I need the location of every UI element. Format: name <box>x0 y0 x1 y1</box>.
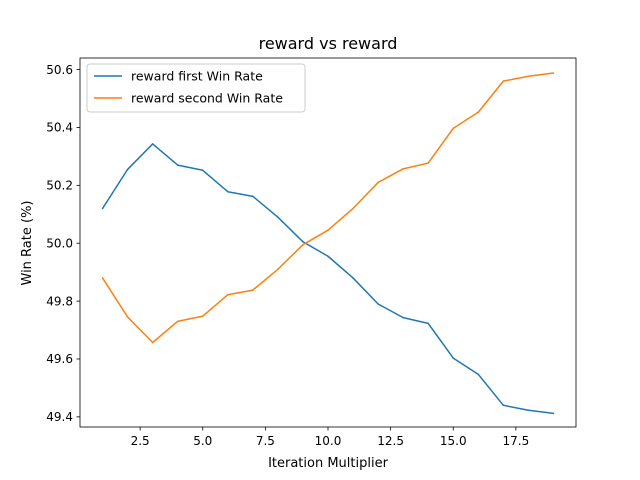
data-point <box>502 404 505 407</box>
data-point <box>452 127 455 130</box>
data-point <box>176 164 179 166</box>
data-point <box>176 320 179 323</box>
x-tick-label: 12.5 <box>377 434 404 448</box>
x-tick-label: 2.5 <box>131 434 150 448</box>
x-tick-label: 7.5 <box>256 434 275 448</box>
data-point <box>527 75 530 78</box>
data-point <box>252 289 254 291</box>
data-point <box>552 72 555 74</box>
data-point <box>377 181 379 184</box>
data-point <box>302 243 304 246</box>
x-axis-label: Iteration Multiplier <box>268 456 389 471</box>
y-tick-label: 50.2 <box>46 179 73 193</box>
legend-box <box>86 63 306 113</box>
data-point <box>477 373 480 376</box>
data-point <box>151 143 154 145</box>
data-point <box>227 190 229 193</box>
data-point <box>527 409 530 412</box>
data-point <box>352 277 354 279</box>
x-tick-label: 10.0 <box>315 434 342 448</box>
data-point <box>201 315 204 317</box>
x-tick-label: 5.0 <box>193 434 212 448</box>
legend-label: reward second Win Rate <box>131 91 283 106</box>
y-tick-label: 49.6 <box>46 352 73 366</box>
data-point <box>377 303 379 305</box>
data-point <box>402 316 404 319</box>
data-point <box>327 229 329 231</box>
y-tick-label: 50.6 <box>46 63 73 77</box>
plot-area: 2.5 5.0 7.5 10.0 12.5 15.0 17.5 49.4 49.6 49.8 50.… <box>46 57 577 448</box>
y-tick-label: 49.4 <box>46 410 73 424</box>
data-point <box>427 162 430 164</box>
series-line-1 <box>101 143 554 415</box>
data-point <box>101 207 104 210</box>
data-point <box>101 277 104 279</box>
x-tick-label: 15.0 <box>440 434 467 448</box>
data-point <box>452 357 455 359</box>
data-point <box>277 268 279 271</box>
data-point <box>151 341 154 344</box>
y-tick-label: 50.0 <box>46 236 73 250</box>
x-tick-label: 17.5 <box>503 434 530 448</box>
chart-title: reward vs reward <box>259 34 398 53</box>
series-line-2 <box>101 72 554 344</box>
data-point <box>427 322 430 325</box>
y-tick-label: 49.8 <box>46 294 73 308</box>
y-tick-label: 50.4 <box>46 121 73 135</box>
data-point <box>227 293 229 296</box>
data-point <box>277 216 279 218</box>
data-point <box>126 316 129 318</box>
axes-frame <box>79 57 577 428</box>
data-point <box>201 169 204 172</box>
legend: reward first Win Rate reward second Win R… <box>86 63 306 113</box>
y-axis-label: Win Rate (%) <box>20 201 35 286</box>
data-point <box>402 168 404 170</box>
data-point <box>327 255 329 258</box>
data-point <box>552 412 555 415</box>
data-point <box>502 80 505 82</box>
data-point <box>126 168 129 171</box>
data-point <box>477 111 480 113</box>
data-point <box>352 207 354 210</box>
data-point <box>252 195 254 198</box>
legend-label: reward first Win Rate <box>131 69 263 84</box>
data-point <box>302 240 304 243</box>
